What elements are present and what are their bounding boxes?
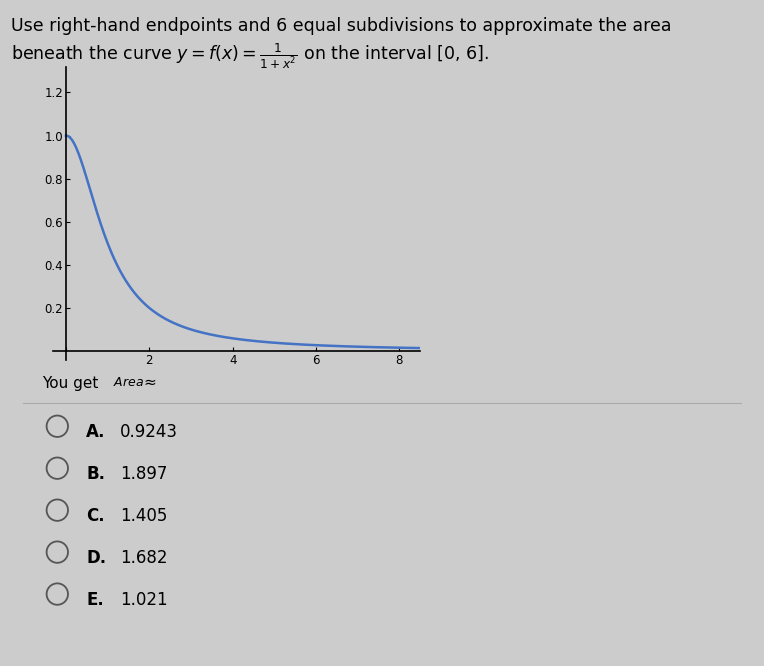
Text: 0.9243: 0.9243: [120, 423, 178, 441]
Text: 1.897: 1.897: [120, 465, 167, 483]
Text: $\mathit{Area}$: $\mathit{Area}$: [113, 376, 144, 390]
Text: 1.405: 1.405: [120, 507, 167, 525]
Text: E.: E.: [86, 591, 104, 609]
Text: ≈: ≈: [144, 375, 157, 390]
Text: 1.682: 1.682: [120, 549, 167, 567]
Text: beneath the curve $y = f(x) = \frac{1}{1+x^2}$ on the interval [0, 6].: beneath the curve $y = f(x) = \frac{1}{1…: [11, 41, 489, 71]
Text: C.: C.: [86, 507, 105, 525]
Text: B.: B.: [86, 465, 105, 483]
Text: You get: You get: [42, 376, 103, 392]
Text: 1.021: 1.021: [120, 591, 167, 609]
Text: Use right-hand endpoints and 6 equal subdivisions to approximate the area: Use right-hand endpoints and 6 equal sub…: [11, 17, 672, 35]
Text: A.: A.: [86, 423, 106, 441]
Text: D.: D.: [86, 549, 106, 567]
